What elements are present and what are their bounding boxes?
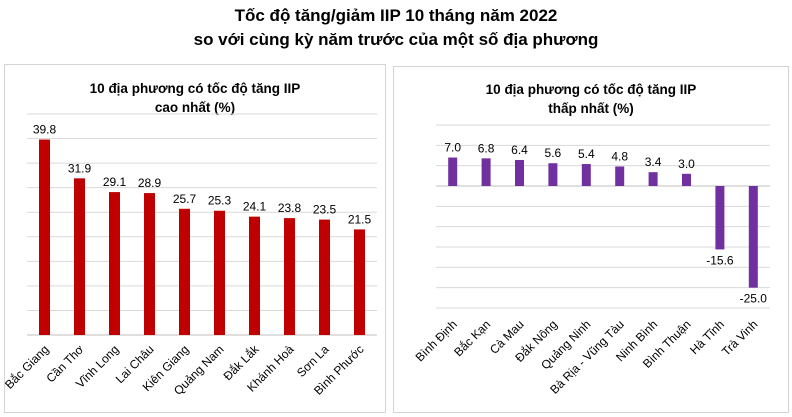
bar <box>354 229 365 335</box>
bar <box>319 219 330 335</box>
category-label: Bắc Kạn <box>451 317 494 360</box>
bar <box>481 158 491 186</box>
bar <box>648 172 658 186</box>
category-label: Trà Vinh <box>719 317 761 359</box>
bar <box>748 186 758 288</box>
bar <box>39 139 50 335</box>
bar <box>581 164 591 186</box>
chart-title-line2: cao nhất (%) <box>154 100 236 115</box>
data-label: 31.9 <box>68 161 92 175</box>
main-title-line1: Tốc độ tăng/giảm IIP 10 tháng năm 2022 <box>234 6 558 25</box>
data-label: 5.6 <box>545 146 562 160</box>
data-label: 25.7 <box>173 192 197 206</box>
bar <box>448 157 458 186</box>
bar <box>144 193 155 335</box>
data-label: -25.0 <box>740 292 768 306</box>
bar <box>548 163 558 186</box>
chart-panel-lowest: 10 địa phương có tốc độ tăng IIP thấp nh… <box>393 66 789 413</box>
data-label: 6.8 <box>478 141 495 155</box>
gridlines <box>27 113 377 336</box>
bar <box>109 192 120 335</box>
data-label: 7.0 <box>444 141 461 155</box>
data-label: 5.4 <box>578 147 595 161</box>
bar <box>715 186 725 250</box>
bar <box>214 210 225 335</box>
bar <box>179 208 190 335</box>
chart-title-line1: 10 địa phương có tốc độ tăng IIP <box>485 82 697 97</box>
chart-panel-highest: 10 địa phương có tốc độ tăng IIP cao nhấ… <box>4 64 386 413</box>
data-label: -15.6 <box>706 253 734 267</box>
data-label: 29.1 <box>103 175 127 189</box>
data-label: 3.4 <box>645 155 662 169</box>
chart-title-line1: 10 địa phương có tốc độ tăng IIP <box>89 81 301 96</box>
data-label: 3.0 <box>678 157 695 171</box>
data-label: 24.1 <box>243 200 267 214</box>
main-title-line2: so với cùng kỳ năm trước của một số địa … <box>193 30 599 49</box>
bar <box>615 166 625 186</box>
data-label: 6.4 <box>511 143 528 157</box>
data-label: 23.8 <box>278 201 302 215</box>
data-label: 28.9 <box>138 176 162 190</box>
data-label: 23.5 <box>313 203 337 217</box>
gridlines <box>436 124 770 309</box>
data-label: 25.3 <box>208 194 232 208</box>
bar <box>682 173 691 186</box>
bar <box>249 216 260 335</box>
data-label: 21.5 <box>348 212 372 226</box>
category-label: Bắc Giang <box>5 342 52 392</box>
category-label: Bình Định <box>413 317 460 364</box>
bar <box>74 178 85 335</box>
data-label: 4.8 <box>611 149 628 163</box>
bar <box>284 218 295 335</box>
bar <box>515 159 524 186</box>
chart-title-line2: thấp nhất (%) <box>548 101 634 116</box>
data-label: 39.8 <box>33 123 57 137</box>
